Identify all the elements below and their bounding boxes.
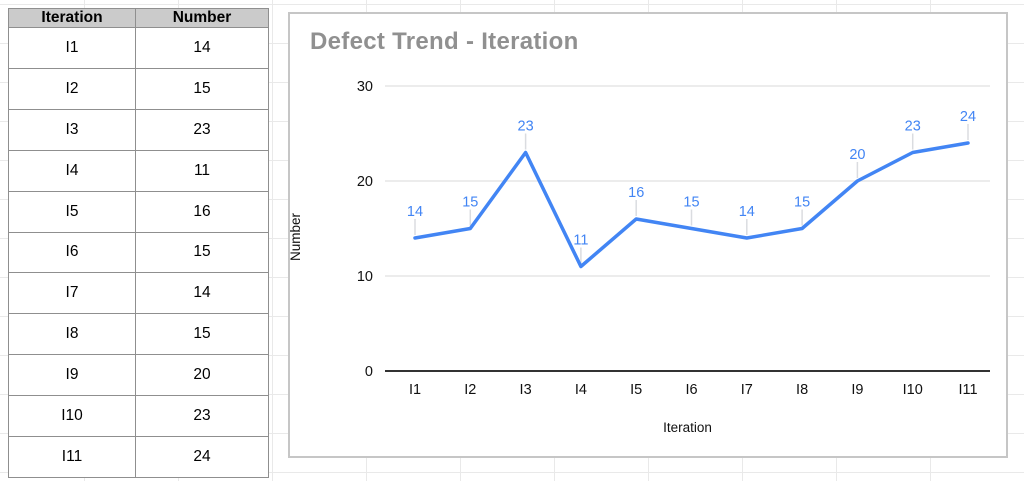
iteration-cell[interactable]: I11 xyxy=(8,436,136,478)
x-tick-label: I5 xyxy=(630,382,642,398)
table-row: I11 24 xyxy=(8,436,269,478)
iteration-cell[interactable]: I2 xyxy=(8,67,136,110)
number-cell[interactable]: 15 xyxy=(135,67,269,110)
table-row: I2 15 xyxy=(8,67,269,110)
number-cell[interactable]: 24 xyxy=(135,436,269,478)
x-tick-label: I8 xyxy=(796,382,808,398)
table-row: I1 14 xyxy=(8,27,269,69)
table-row: I10 23 xyxy=(8,395,269,438)
data-point-label: 15 xyxy=(683,195,699,211)
header-cell-number[interactable]: Number xyxy=(135,8,269,28)
x-tick-label: I9 xyxy=(851,382,863,398)
data-point-label: 23 xyxy=(518,119,534,135)
iteration-cell[interactable]: I5 xyxy=(8,190,136,233)
data-table: Iteration Number I1 14 I2 15 I3 23 I4 11… xyxy=(8,8,269,478)
x-tick-label: I10 xyxy=(903,382,923,398)
number-cell[interactable]: 14 xyxy=(135,27,269,69)
number-cell[interactable]: 15 xyxy=(135,313,269,356)
y-axis-title: Number xyxy=(290,212,303,261)
x-axis-title: Iteration xyxy=(663,420,712,435)
x-tick-label: I7 xyxy=(741,382,753,398)
x-tick-label: I4 xyxy=(575,382,587,398)
table-row: I6 15 xyxy=(8,231,269,274)
y-tick-label: 0 xyxy=(365,364,373,380)
line-chart: 0 10 20 30 14 15 23 11 16 15 14 15 20 23 24 I1 I2 I3 I4 I5 I… xyxy=(290,79,990,435)
table-body: I1 14 I2 15 I3 23 I4 11 I5 16 I6 15 I7 1… xyxy=(8,27,269,478)
table-row: I9 20 xyxy=(8,354,269,397)
header-cell-iteration[interactable]: Iteration xyxy=(8,8,136,28)
data-point-label: 11 xyxy=(573,233,588,249)
iteration-cell[interactable]: I3 xyxy=(8,108,136,151)
iteration-cell[interactable]: I1 xyxy=(8,27,136,69)
table-row: I3 23 xyxy=(8,108,269,151)
number-cell[interactable]: 14 xyxy=(135,272,269,315)
y-tick-label: 30 xyxy=(357,79,373,95)
table-row: I5 16 xyxy=(8,190,269,233)
data-point-label: 15 xyxy=(794,195,810,211)
x-tick-label: I2 xyxy=(464,382,476,398)
data-point-label: 16 xyxy=(628,185,644,201)
data-point-label: 24 xyxy=(960,109,976,125)
number-cell[interactable]: 15 xyxy=(135,231,269,274)
number-cell[interactable]: 20 xyxy=(135,354,269,397)
x-tick-label: I1 xyxy=(409,382,421,398)
iteration-cell[interactable]: I6 xyxy=(8,231,136,274)
y-tick-label: 10 xyxy=(357,269,373,285)
x-tick-label: I6 xyxy=(685,382,697,398)
iteration-cell[interactable]: I7 xyxy=(8,272,136,315)
y-tick-label: 20 xyxy=(357,174,373,190)
number-cell[interactable]: 11 xyxy=(135,149,269,192)
table-header-row: Iteration Number xyxy=(8,8,269,28)
number-cell[interactable]: 23 xyxy=(135,108,269,151)
trend-line xyxy=(413,141,970,269)
number-cell[interactable]: 23 xyxy=(135,395,269,438)
chart-card[interactable]: Defect Trend - Iteration 0 10 20 30 14 15 23 11… xyxy=(288,12,1008,458)
table-row: I4 11 xyxy=(8,149,269,192)
data-point-label: 23 xyxy=(905,119,921,135)
table-row: I7 14 xyxy=(8,272,269,315)
number-cell[interactable]: 16 xyxy=(135,190,269,233)
iteration-cell[interactable]: I4 xyxy=(8,149,136,192)
data-point-label: 20 xyxy=(849,147,865,163)
table-row: I8 15 xyxy=(8,313,269,356)
iteration-cell[interactable]: I8 xyxy=(8,313,136,356)
data-point-label: 15 xyxy=(462,195,478,211)
data-point-label: 14 xyxy=(739,204,755,220)
data-point-label: 14 xyxy=(407,204,423,220)
chart-title: Defect Trend - Iteration xyxy=(310,28,579,55)
iteration-cell[interactable]: I10 xyxy=(8,395,136,438)
x-tick-label: I11 xyxy=(958,382,977,398)
x-tick-label: I3 xyxy=(520,382,532,398)
iteration-cell[interactable]: I9 xyxy=(8,354,136,397)
